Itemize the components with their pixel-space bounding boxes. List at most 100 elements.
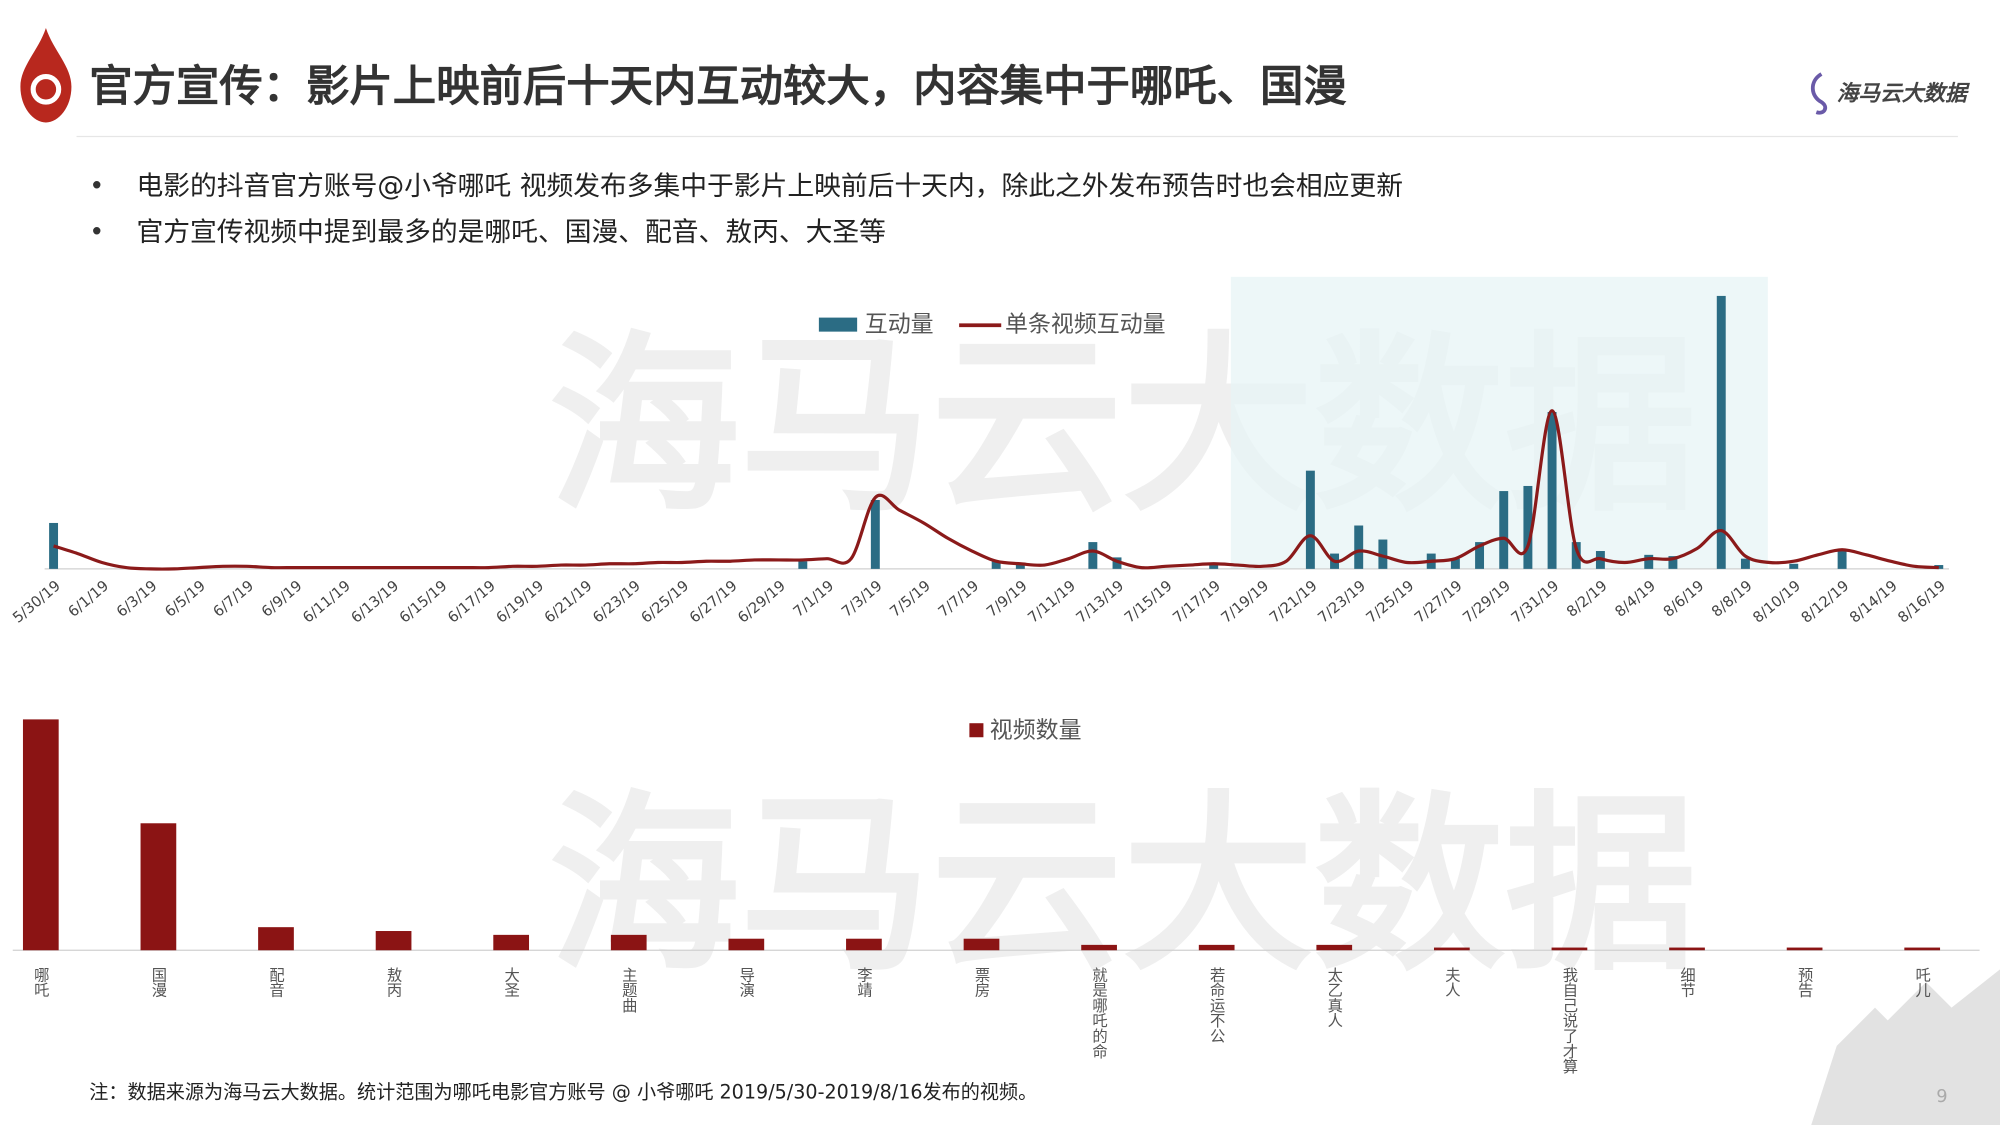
bar <box>1551 947 1588 951</box>
watermark: 海马云大数据 <box>548 774 1696 997</box>
bar <box>1475 542 1485 569</box>
bar <box>728 938 765 951</box>
x-tick-label: 预告 <box>1796 967 1814 998</box>
bar <box>1015 562 1025 569</box>
x-tick-label: 国漫 <box>149 967 167 998</box>
x-tick-label: 我自己说了才算 <box>1560 967 1578 1074</box>
x-tick-label: 6/23/19 <box>590 577 644 626</box>
x-tick-label: 7/1/19 <box>790 577 837 620</box>
bar <box>1081 944 1117 951</box>
x-tick-label: 太乙真人 <box>1325 967 1343 1028</box>
x-tick-label: 6/19/19 <box>493 577 547 626</box>
bar <box>1499 491 1509 569</box>
legend-swatch <box>969 723 984 738</box>
x-tick-label: 6/11/19 <box>300 577 354 626</box>
bar <box>1316 944 1353 951</box>
x-tick-label: 6/5/19 <box>162 577 209 620</box>
bar <box>493 934 530 951</box>
legend-label: 视频数量 <box>990 717 1082 743</box>
bar <box>1523 485 1533 569</box>
bar <box>1571 542 1581 569</box>
x-tick-label: 7/3/19 <box>838 577 885 620</box>
bar <box>1305 470 1315 569</box>
legend-label: 互动量 <box>865 312 934 338</box>
x-tick-label: 5/30/19 <box>10 577 64 626</box>
note: 注：数据来源为海马云大数据。统计范围为哪吒电影官方账号 @ 小爷哪吒 2019/… <box>89 1081 1037 1104</box>
x-tick-label: 7/11/19 <box>1025 577 1079 626</box>
x-tick-label: 导演 <box>737 967 755 998</box>
bar <box>610 934 647 951</box>
x-tick-label: 吒儿 <box>1913 967 1931 999</box>
bar <box>1209 562 1219 569</box>
bullet-dot: • <box>89 217 104 247</box>
bar <box>1716 295 1726 569</box>
line <box>53 409 1939 571</box>
x-tick-label: 8/4/19 <box>1612 577 1659 620</box>
x-tick-label: 7/13/19 <box>1073 577 1127 626</box>
x-tick-label: 6/15/19 <box>396 577 450 626</box>
legend-swatch <box>818 317 858 332</box>
bullet: 电影的抖音官方账号@小爷哪吒 视频发布多集中于影片上映前后十天内，除此之外发布预… <box>136 171 1402 202</box>
x-tick-label: 6/3/19 <box>113 577 160 620</box>
x-tick-label: 8/2/19 <box>1564 577 1611 620</box>
bar <box>1786 947 1823 951</box>
bar <box>1668 556 1678 569</box>
x-tick-label: 6/25/19 <box>638 577 692 626</box>
logo-icon-swirl <box>30 73 62 105</box>
x-tick-label: 8/6/19 <box>1660 577 1707 620</box>
x-tick-label: 8/12/19 <box>1798 577 1852 626</box>
bar <box>1837 551 1847 569</box>
x-tick-label: 7/19/19 <box>1218 577 1272 626</box>
x-tick-label: 7/7/19 <box>935 577 982 620</box>
x-tick-label: 敖丙 <box>385 967 403 999</box>
bar <box>1088 542 1098 569</box>
bar <box>375 931 412 951</box>
x-tick-label: 6/13/19 <box>348 577 402 626</box>
x-tick-label: 大圣 <box>502 967 520 998</box>
bar <box>258 927 294 951</box>
bar <box>1740 558 1750 569</box>
bar <box>1198 944 1235 951</box>
brand-logo: 海马云大数据 <box>1837 81 1970 106</box>
bar <box>1354 525 1364 569</box>
x-tick-label: 7/25/19 <box>1363 577 1417 626</box>
bar <box>1669 947 1705 951</box>
bar <box>22 719 59 951</box>
x-tick-label: 8/14/19 <box>1846 577 1900 626</box>
x-tick-label: 票房 <box>973 967 991 999</box>
bar <box>1547 411 1557 569</box>
legend-label: 单条视频互动量 <box>1005 312 1166 338</box>
x-tick-label: 6/21/19 <box>541 577 595 626</box>
bar <box>798 561 808 569</box>
decoration <box>1811 969 2000 1125</box>
x-tick-label: 6/7/19 <box>210 577 257 620</box>
x-tick-label: 主题曲 <box>620 967 638 1013</box>
x-tick-label: 7/29/19 <box>1460 577 1514 626</box>
bar <box>963 938 1000 951</box>
x-tick-label: 7/27/19 <box>1411 577 1465 626</box>
bar <box>1378 539 1388 569</box>
x-tick-label: 7/21/19 <box>1266 577 1320 626</box>
x-tick-label: 8/16/19 <box>1895 577 1949 626</box>
bar <box>991 561 1001 569</box>
x-tick-label: 配音 <box>267 967 285 998</box>
bar <box>1112 557 1122 569</box>
bar <box>870 500 880 569</box>
page-number: 9 <box>1936 1086 1947 1107</box>
x-tick-label: 7/17/19 <box>1170 577 1224 626</box>
x-tick-label: 李靖 <box>855 967 873 998</box>
x-tick-label: 7/23/19 <box>1315 577 1369 626</box>
x-tick-label: 6/29/19 <box>735 577 789 626</box>
x-tick-label: 7/15/19 <box>1121 577 1175 626</box>
x-tick-label: 6/27/19 <box>686 577 740 626</box>
x-tick-label: 6/17/19 <box>445 577 499 626</box>
bullet-dot: • <box>89 171 104 201</box>
x-tick-label: 7/5/19 <box>887 577 934 620</box>
x-tick-label: 夫人 <box>1443 967 1461 998</box>
bar <box>140 823 177 951</box>
title: 官方宣传：影片上映前后十天内互动较大，内容集中于哪吒、国漫 <box>89 62 1347 112</box>
bar <box>1433 947 1470 951</box>
x-tick-label: 若命运不公 <box>1208 967 1226 1044</box>
bar <box>1789 563 1799 569</box>
